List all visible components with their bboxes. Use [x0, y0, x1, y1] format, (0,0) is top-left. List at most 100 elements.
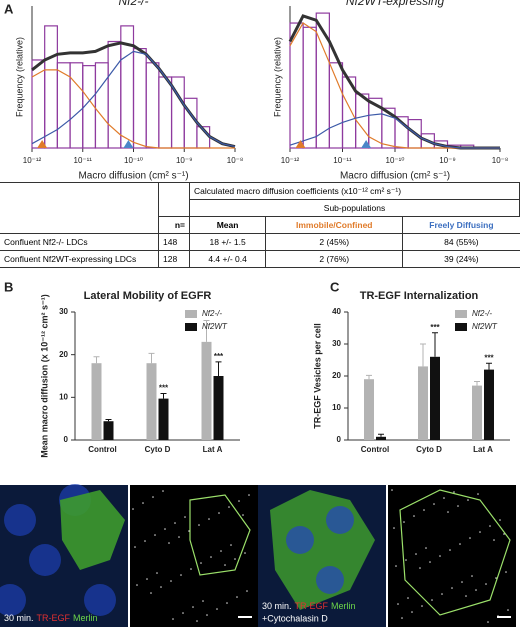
- caption-part: 30 min.: [262, 601, 292, 611]
- speck: [198, 524, 200, 526]
- bar: [430, 356, 440, 440]
- speck: [226, 602, 228, 604]
- histogram-bar: [69, 62, 84, 149]
- y-tick-label: 40: [332, 307, 341, 316]
- speck: [132, 508, 134, 510]
- significance: ***: [430, 323, 440, 332]
- x-axis-label: Macro diffusion (cm² s⁻¹): [78, 171, 188, 182]
- x-tick-label: 10⁻¹²: [23, 156, 42, 165]
- nucleus: [84, 584, 116, 616]
- error-bar: [486, 362, 492, 370]
- speck: [210, 556, 212, 558]
- speck: [391, 489, 393, 491]
- speck: [224, 564, 226, 566]
- cell: 39 (24%): [402, 250, 520, 268]
- histogram-bar: [94, 62, 109, 149]
- speck: [154, 534, 156, 536]
- bar: [103, 421, 114, 440]
- bar: [146, 363, 157, 440]
- column-header: Freely Diffusing: [402, 216, 520, 234]
- x-tick-label: Lat A: [203, 445, 223, 454]
- column-header: Mean: [188, 216, 267, 234]
- nucleus: [286, 526, 314, 554]
- cell: 18 +/- 1.5: [188, 233, 267, 251]
- bar: [91, 363, 102, 440]
- speck: [469, 537, 471, 539]
- x-tick-label: 10⁻⁸: [492, 156, 509, 165]
- x-tick-label: Lat A: [473, 445, 493, 454]
- speck: [170, 580, 172, 582]
- speck: [505, 571, 507, 573]
- outline: [399, 489, 511, 616]
- histogram-bar: [355, 93, 370, 149]
- speck: [447, 511, 449, 513]
- curve: [31, 50, 236, 148]
- x-tick-label: 10⁻¹²: [281, 156, 300, 165]
- marker: [361, 140, 372, 148]
- speck: [401, 617, 403, 619]
- error-bar: [148, 352, 155, 364]
- table-subheader: Sub-populations: [189, 199, 520, 217]
- legend-label: Nf2-/-: [202, 309, 222, 318]
- nucleus: [326, 506, 354, 534]
- error-bar: [93, 356, 100, 364]
- y-axis-label: Mean macro diffusion (x 10⁻¹² cm² s⁻¹): [39, 294, 49, 458]
- speck: [234, 558, 236, 560]
- curve: [289, 113, 500, 149]
- chart-title: TR-EGF Internalization: [360, 290, 479, 302]
- chart-title: Lateral Mobility of EGFR: [84, 290, 212, 302]
- speck: [202, 600, 204, 602]
- error-bar: [378, 433, 384, 437]
- error-bar: [215, 361, 222, 376]
- speck: [479, 531, 481, 533]
- speck: [453, 491, 455, 493]
- speck: [423, 509, 425, 511]
- speck: [471, 575, 473, 577]
- speck: [443, 497, 445, 499]
- speck: [419, 567, 421, 569]
- x-tick-label: 10⁻¹⁰: [386, 156, 405, 165]
- marker: [37, 140, 48, 148]
- y-axis-label: Frequency (relative): [14, 37, 24, 117]
- histogram-bar: [145, 62, 160, 149]
- x-tick-label: Control: [88, 445, 116, 454]
- y-tick-label: 10: [59, 392, 68, 401]
- y-tick-label: 0: [337, 435, 342, 444]
- caption: +Cytochalasin D: [262, 613, 328, 623]
- caption-part: Merlin: [331, 601, 356, 611]
- caption-part: TR-EGF: [295, 601, 329, 611]
- cell: 4.4 +/- 0.4: [188, 250, 267, 268]
- speck: [136, 584, 138, 586]
- speck: [196, 620, 198, 622]
- speck: [172, 618, 174, 620]
- speck: [451, 587, 453, 589]
- cell: 148: [158, 233, 190, 251]
- speck: [162, 490, 164, 492]
- column-header: Immobile/Confined: [265, 216, 404, 234]
- speck: [405, 559, 407, 561]
- legend-swatch: [455, 310, 467, 318]
- speck: [152, 496, 154, 498]
- speck: [457, 505, 459, 507]
- speck: [238, 500, 240, 502]
- speck: [493, 539, 495, 541]
- speck: [180, 574, 182, 576]
- speck: [495, 577, 497, 579]
- histogram-bar: [132, 47, 147, 149]
- bar: [376, 436, 386, 440]
- speck: [439, 555, 441, 557]
- bar: [201, 341, 212, 440]
- speck: [503, 533, 505, 535]
- cell: Confluent Nf2WT-expressing LDCs: [0, 250, 159, 268]
- speck: [393, 527, 395, 529]
- speck: [499, 519, 501, 521]
- panel-label: A: [4, 1, 14, 16]
- cell: Confluent Nf2-/- LDCs: [0, 233, 159, 251]
- x-tick-label: 10⁻⁹: [176, 156, 193, 165]
- speck: [489, 525, 491, 527]
- bar: [213, 376, 224, 440]
- legend-swatch: [455, 323, 467, 331]
- x-tick-label: 10⁻¹¹: [333, 156, 352, 165]
- speck: [236, 596, 238, 598]
- panel-label: B: [4, 279, 13, 294]
